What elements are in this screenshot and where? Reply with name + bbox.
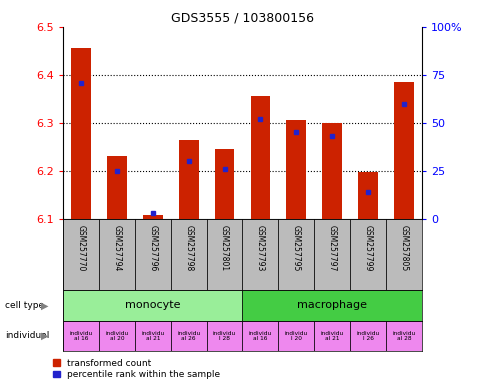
- Bar: [206, 321, 242, 351]
- Bar: [63, 321, 99, 351]
- Bar: [99, 219, 135, 290]
- Text: ▶: ▶: [41, 300, 48, 310]
- Bar: [214, 149, 234, 219]
- Text: individu
al 21: individu al 21: [320, 331, 343, 341]
- Bar: [393, 82, 413, 219]
- Bar: [385, 321, 421, 351]
- Bar: [385, 219, 421, 290]
- Text: GSM257770: GSM257770: [76, 225, 85, 271]
- Text: GSM257797: GSM257797: [327, 225, 336, 271]
- Bar: [358, 172, 377, 219]
- Bar: [107, 156, 126, 219]
- Bar: [143, 215, 162, 219]
- Bar: [314, 219, 349, 290]
- Bar: [135, 321, 170, 351]
- Text: GSM257799: GSM257799: [363, 225, 372, 271]
- Legend: transformed count, percentile rank within the sample: transformed count, percentile rank withi…: [53, 359, 220, 379]
- Bar: [242, 321, 278, 351]
- Text: GSM257794: GSM257794: [112, 225, 121, 271]
- Bar: [278, 219, 314, 290]
- Text: individu
al 20: individu al 20: [105, 331, 128, 341]
- Text: GSM257801: GSM257801: [220, 225, 228, 271]
- Text: GSM257796: GSM257796: [148, 225, 157, 271]
- Bar: [349, 321, 385, 351]
- Bar: [286, 121, 305, 219]
- Title: GDS3555 / 103800156: GDS3555 / 103800156: [171, 11, 313, 24]
- Bar: [179, 140, 198, 219]
- Text: individu
l 26: individu l 26: [356, 331, 379, 341]
- Text: GSM257805: GSM257805: [399, 225, 408, 271]
- Bar: [349, 219, 385, 290]
- Bar: [242, 290, 421, 321]
- Text: individu
al 28: individu al 28: [392, 331, 415, 341]
- Bar: [99, 321, 135, 351]
- Bar: [135, 219, 170, 290]
- Text: GSM257793: GSM257793: [256, 225, 264, 271]
- Bar: [170, 321, 206, 351]
- Text: individu
l 28: individu l 28: [212, 331, 236, 341]
- Bar: [71, 48, 91, 219]
- Text: individual: individual: [5, 331, 49, 341]
- Bar: [63, 219, 99, 290]
- Bar: [278, 321, 314, 351]
- Text: individu
l 20: individu l 20: [284, 331, 307, 341]
- Bar: [314, 321, 349, 351]
- Bar: [170, 219, 206, 290]
- Text: macrophage: macrophage: [297, 300, 366, 310]
- Text: individu
al 16: individu al 16: [248, 331, 272, 341]
- Bar: [206, 219, 242, 290]
- Text: cell type: cell type: [5, 301, 44, 310]
- Text: individu
al 16: individu al 16: [69, 331, 92, 341]
- Bar: [250, 96, 270, 219]
- Text: individu
al 26: individu al 26: [177, 331, 200, 341]
- Text: monocyte: monocyte: [125, 300, 180, 310]
- Text: ▶: ▶: [41, 331, 48, 341]
- Text: GSM257798: GSM257798: [184, 225, 193, 271]
- Bar: [242, 219, 278, 290]
- Text: GSM257795: GSM257795: [291, 225, 300, 271]
- Text: individu
al 21: individu al 21: [141, 331, 164, 341]
- Bar: [322, 123, 341, 219]
- Bar: [63, 290, 242, 321]
